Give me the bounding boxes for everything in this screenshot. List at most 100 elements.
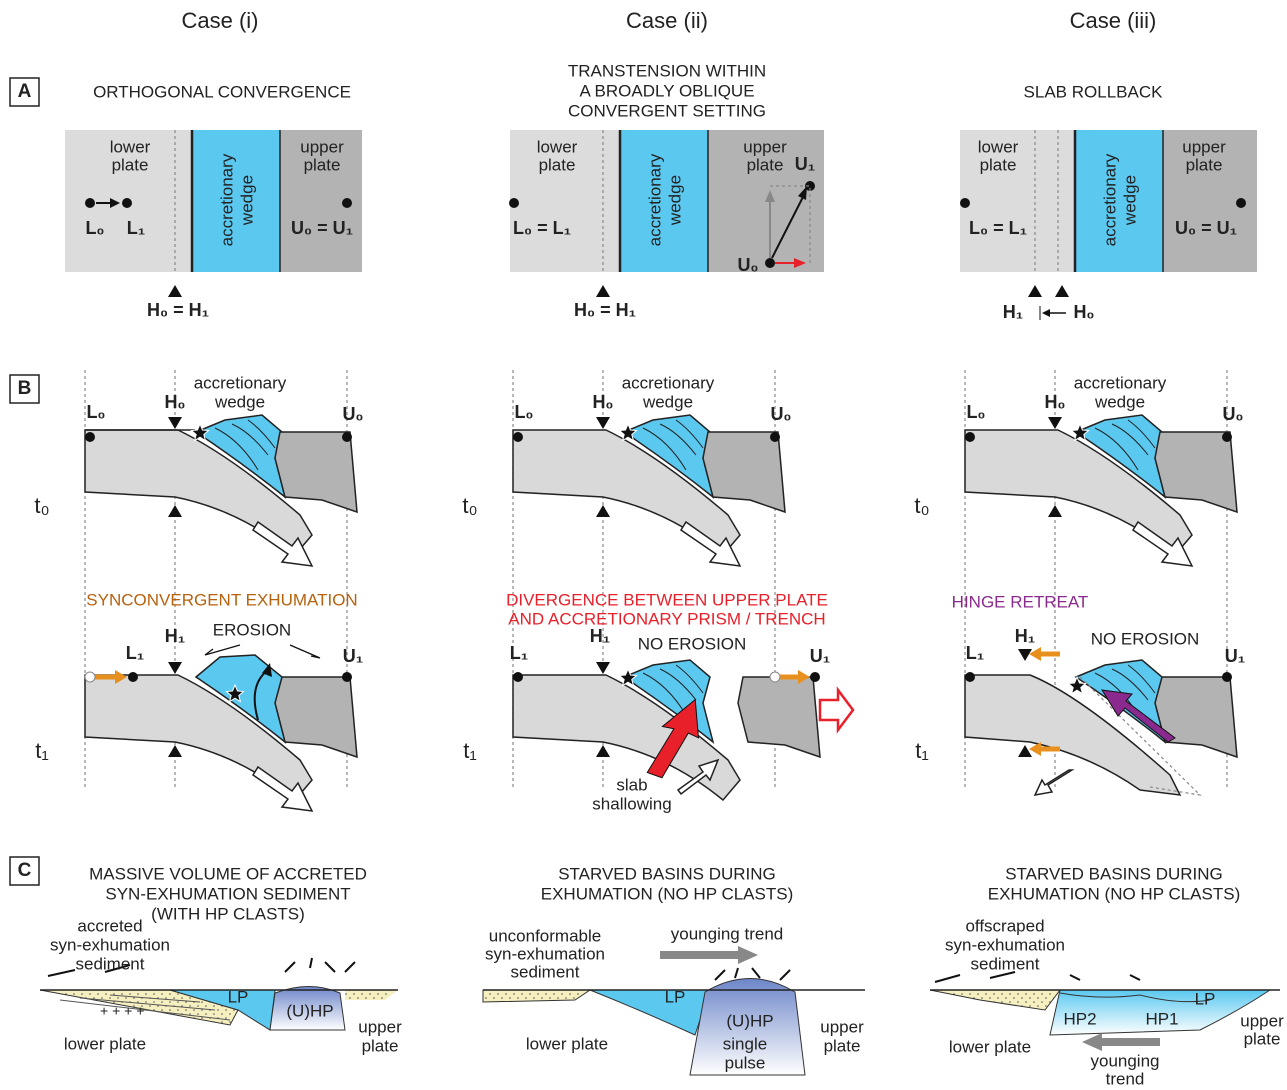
label: plate	[824, 1036, 861, 1055]
point-label: L₀ = L₁	[969, 218, 1027, 238]
row-label: B	[18, 378, 32, 399]
label: younging	[1090, 1051, 1159, 1070]
point-label: L₁	[966, 643, 984, 663]
label: plate	[304, 155, 341, 174]
label: lower plate	[526, 1034, 608, 1053]
label: plate	[980, 155, 1017, 174]
column-header: Case (i)	[181, 8, 258, 33]
label: younging trend	[671, 924, 783, 943]
point-label: U₁	[795, 154, 815, 174]
label: (U)HP	[286, 1001, 333, 1020]
label: slab	[616, 775, 647, 794]
point-label: H₁	[590, 626, 610, 646]
panel-title: SLAB ROLLBACK	[1024, 82, 1164, 101]
label: sediment	[511, 962, 580, 981]
label: LP	[1195, 989, 1216, 1008]
label: wedge	[237, 175, 256, 226]
label: lower	[978, 137, 1019, 156]
label: upper	[300, 137, 344, 156]
label: lower	[110, 137, 151, 156]
label: syn-exhumation	[50, 935, 170, 954]
time-label: t₁	[35, 738, 49, 763]
point-label: L₀	[966, 402, 985, 422]
point-label: L₀	[514, 402, 533, 422]
time-label: t₀	[462, 493, 477, 518]
panel-b-case-iii	[965, 370, 1237, 795]
time-label: t₀	[914, 493, 929, 518]
panel-title: STARVED BASINS DURING	[558, 864, 776, 883]
label: upper	[1182, 137, 1226, 156]
panel-title: HINGE RETREAT	[952, 592, 1089, 611]
point-label: H₀ = H₁	[574, 300, 636, 320]
time-label: t₁	[915, 738, 929, 763]
label: accretionary	[645, 153, 664, 246]
label: trend	[1106, 1069, 1145, 1088]
label: HP1	[1145, 1009, 1178, 1028]
label: plate	[112, 155, 149, 174]
label: plate	[539, 155, 576, 174]
label: accreted	[77, 916, 142, 935]
panel-title: SYNCONVERGENT EXHUMATION	[86, 590, 357, 609]
label: single	[723, 1034, 767, 1053]
label: offscraped	[965, 916, 1044, 935]
point-label: U₀	[737, 255, 758, 275]
label: accretionary	[1074, 373, 1167, 392]
label: lower	[537, 137, 578, 156]
label: accretionary	[217, 153, 236, 246]
label: upper	[820, 1017, 864, 1036]
panel-title: MASSIVE VOLUME OF ACCRETED	[89, 864, 367, 883]
column-header: Case (iii)	[1070, 8, 1157, 33]
label: accretionary	[194, 373, 287, 392]
label: upper	[743, 137, 787, 156]
panel-title: DIVERGENCE BETWEEN UPPER PLATE	[506, 590, 828, 609]
time-label: t₀	[34, 493, 49, 518]
panel-title: (WITH HP CLASTS)	[151, 904, 305, 923]
label: plate	[362, 1036, 399, 1055]
label: NO EROSION	[1091, 629, 1200, 648]
panel-title: CONVERGENT SETTING	[568, 101, 766, 120]
point-label: U₀	[770, 404, 791, 424]
label: upper	[1240, 1011, 1284, 1030]
panel-title: EXHUMATION (NO HP CLASTS)	[988, 884, 1241, 903]
point-label: L₀	[85, 218, 104, 238]
row-label: A	[18, 81, 32, 102]
label: syn-exhumation	[945, 935, 1065, 954]
label: syn-exhumation	[485, 944, 605, 963]
label: shallowing	[592, 794, 671, 813]
label: pulse	[725, 1053, 766, 1072]
label: upper	[358, 1017, 402, 1036]
point-label: U₀ = U₁	[291, 218, 353, 238]
label: plate	[747, 155, 784, 174]
label: accretionary	[622, 373, 715, 392]
label: sediment	[971, 954, 1040, 973]
column-header: Case (ii)	[626, 8, 708, 33]
panel-b-case-ii	[513, 370, 853, 800]
point-label: H₁	[1003, 302, 1023, 322]
point-label: L₁	[510, 643, 528, 663]
label: sediment	[76, 954, 145, 973]
cross-marks: + + + +	[100, 1003, 144, 1019]
point-label: H₀	[592, 392, 613, 412]
label: plate	[1186, 155, 1223, 174]
row-label: C	[18, 860, 32, 881]
label: wedge	[642, 392, 693, 411]
panel-title: AND ACCRETIONARY PRISM / TRENCH	[508, 609, 825, 628]
panel-title: TRANSTENSION WITHIN	[568, 61, 766, 80]
point-label: U₁	[1225, 646, 1245, 666]
point-label: L₀ = L₁	[513, 218, 571, 238]
point-label: H₀ = H₁	[147, 300, 209, 320]
panel-title: EXHUMATION (NO HP CLASTS)	[541, 884, 794, 903]
label: EROSION	[213, 620, 291, 639]
point-label: H₁	[1015, 626, 1035, 646]
point-label: H₁	[165, 626, 185, 646]
label: lower plate	[64, 1034, 146, 1053]
panel-title: A BROADLY OBLIQUE	[579, 81, 754, 100]
point-label: U₀	[342, 404, 363, 424]
point-label: L₁	[126, 643, 144, 663]
figure: + + + + Case (i)Case (ii)Case (iii)ABCOR…	[0, 0, 1287, 1090]
time-label: t₁	[463, 738, 477, 763]
label: wedge	[1120, 175, 1139, 226]
point-label: L₀	[86, 402, 105, 422]
point-label: L₁	[127, 218, 145, 238]
label: unconformable	[489, 926, 601, 945]
